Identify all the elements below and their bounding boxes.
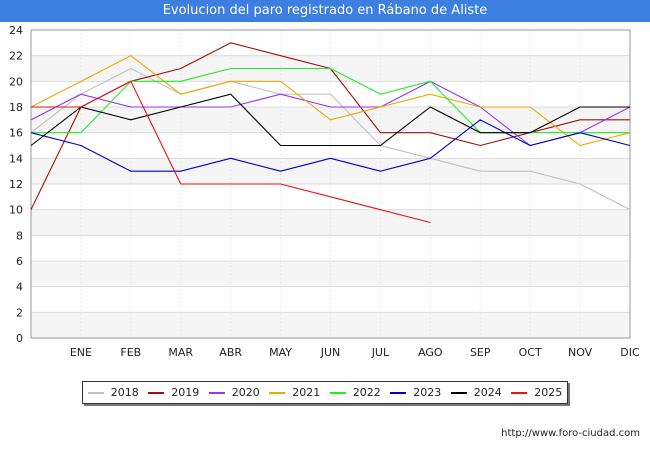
plot-band: [31, 235, 630, 261]
legend-label: 2025: [534, 386, 563, 399]
legend-item-2018: 2018: [87, 386, 139, 399]
x-tick-label: NOV: [568, 346, 593, 359]
legend-item-2022: 2022: [329, 386, 381, 399]
chart-legend: 2018 2019 2020 2021 2022 2023 2024 2025: [82, 381, 568, 404]
y-tick-label: 12: [9, 178, 23, 191]
legend-swatch: [511, 391, 528, 394]
y-tick-label: 10: [9, 204, 23, 217]
legend-label: 2024: [473, 386, 502, 399]
y-tick-label: 24: [9, 24, 23, 37]
series-line-2025: [31, 80, 431, 224]
x-tick-label: AGO: [418, 346, 443, 359]
x-tick-label: JUL: [371, 346, 390, 359]
y-tick-label: 18: [9, 101, 23, 114]
legend-item-2025: 2025: [511, 386, 562, 399]
legend-swatch: [390, 391, 407, 394]
legend-swatch: [269, 391, 286, 394]
legend-label: 2022: [352, 386, 381, 399]
x-tick-label: JUN: [320, 346, 341, 359]
y-tick-label: 8: [16, 229, 23, 242]
legend-item-2021: 2021: [269, 386, 320, 399]
x-tick-label: DIC: [620, 346, 640, 359]
y-tick-label: 0: [16, 332, 23, 345]
series-line-2018: [30, 67, 631, 211]
source-url[interactable]: http://www.foro-ciudad.com: [501, 428, 640, 439]
legend-swatch: [329, 391, 346, 394]
y-tick-label: 2: [16, 306, 23, 319]
x-tick-label: ABR: [219, 346, 242, 359]
legend-swatch: [148, 391, 165, 394]
legend-item-2019: 2019: [148, 386, 199, 399]
x-tick-label: ENE: [70, 346, 92, 359]
legend-label: 2018: [110, 386, 139, 399]
series-line-2023: [30, 119, 631, 172]
x-tick-label: SEP: [470, 346, 491, 359]
x-tick-label: MAR: [168, 346, 193, 359]
legend-swatch: [87, 391, 104, 394]
legend-label: 2023: [413, 386, 442, 399]
y-tick-label: 14: [9, 152, 23, 165]
legend-label: 2021: [292, 386, 321, 399]
plot-frame: [30, 29, 631, 339]
legend-item-2023: 2023: [390, 386, 441, 399]
series-line-2024: [30, 93, 630, 147]
legend-label: 2019: [171, 386, 200, 399]
legend-item-2020: 2020: [208, 386, 260, 399]
y-tick-label: 6: [16, 255, 23, 268]
chart-title: Evolucion del paro registrado en Rábano …: [0, 0, 650, 22]
y-tick-label: 20: [9, 75, 23, 88]
y-tick-label: 4: [16, 281, 23, 294]
y-tick-label: 22: [9, 50, 23, 63]
legend-swatch: [450, 391, 467, 394]
x-tick-label: OCT: [519, 346, 542, 359]
x-tick-label: FEB: [120, 346, 141, 359]
plot-band: [31, 312, 630, 338]
x-tick-label: MAY: [269, 346, 292, 359]
series-line-2021: [30, 55, 631, 147]
y-tick-label: 16: [9, 127, 23, 140]
legend-label: 2020: [231, 386, 260, 399]
legend-item-2024: 2024: [450, 386, 502, 399]
legend-swatch: [208, 391, 225, 394]
